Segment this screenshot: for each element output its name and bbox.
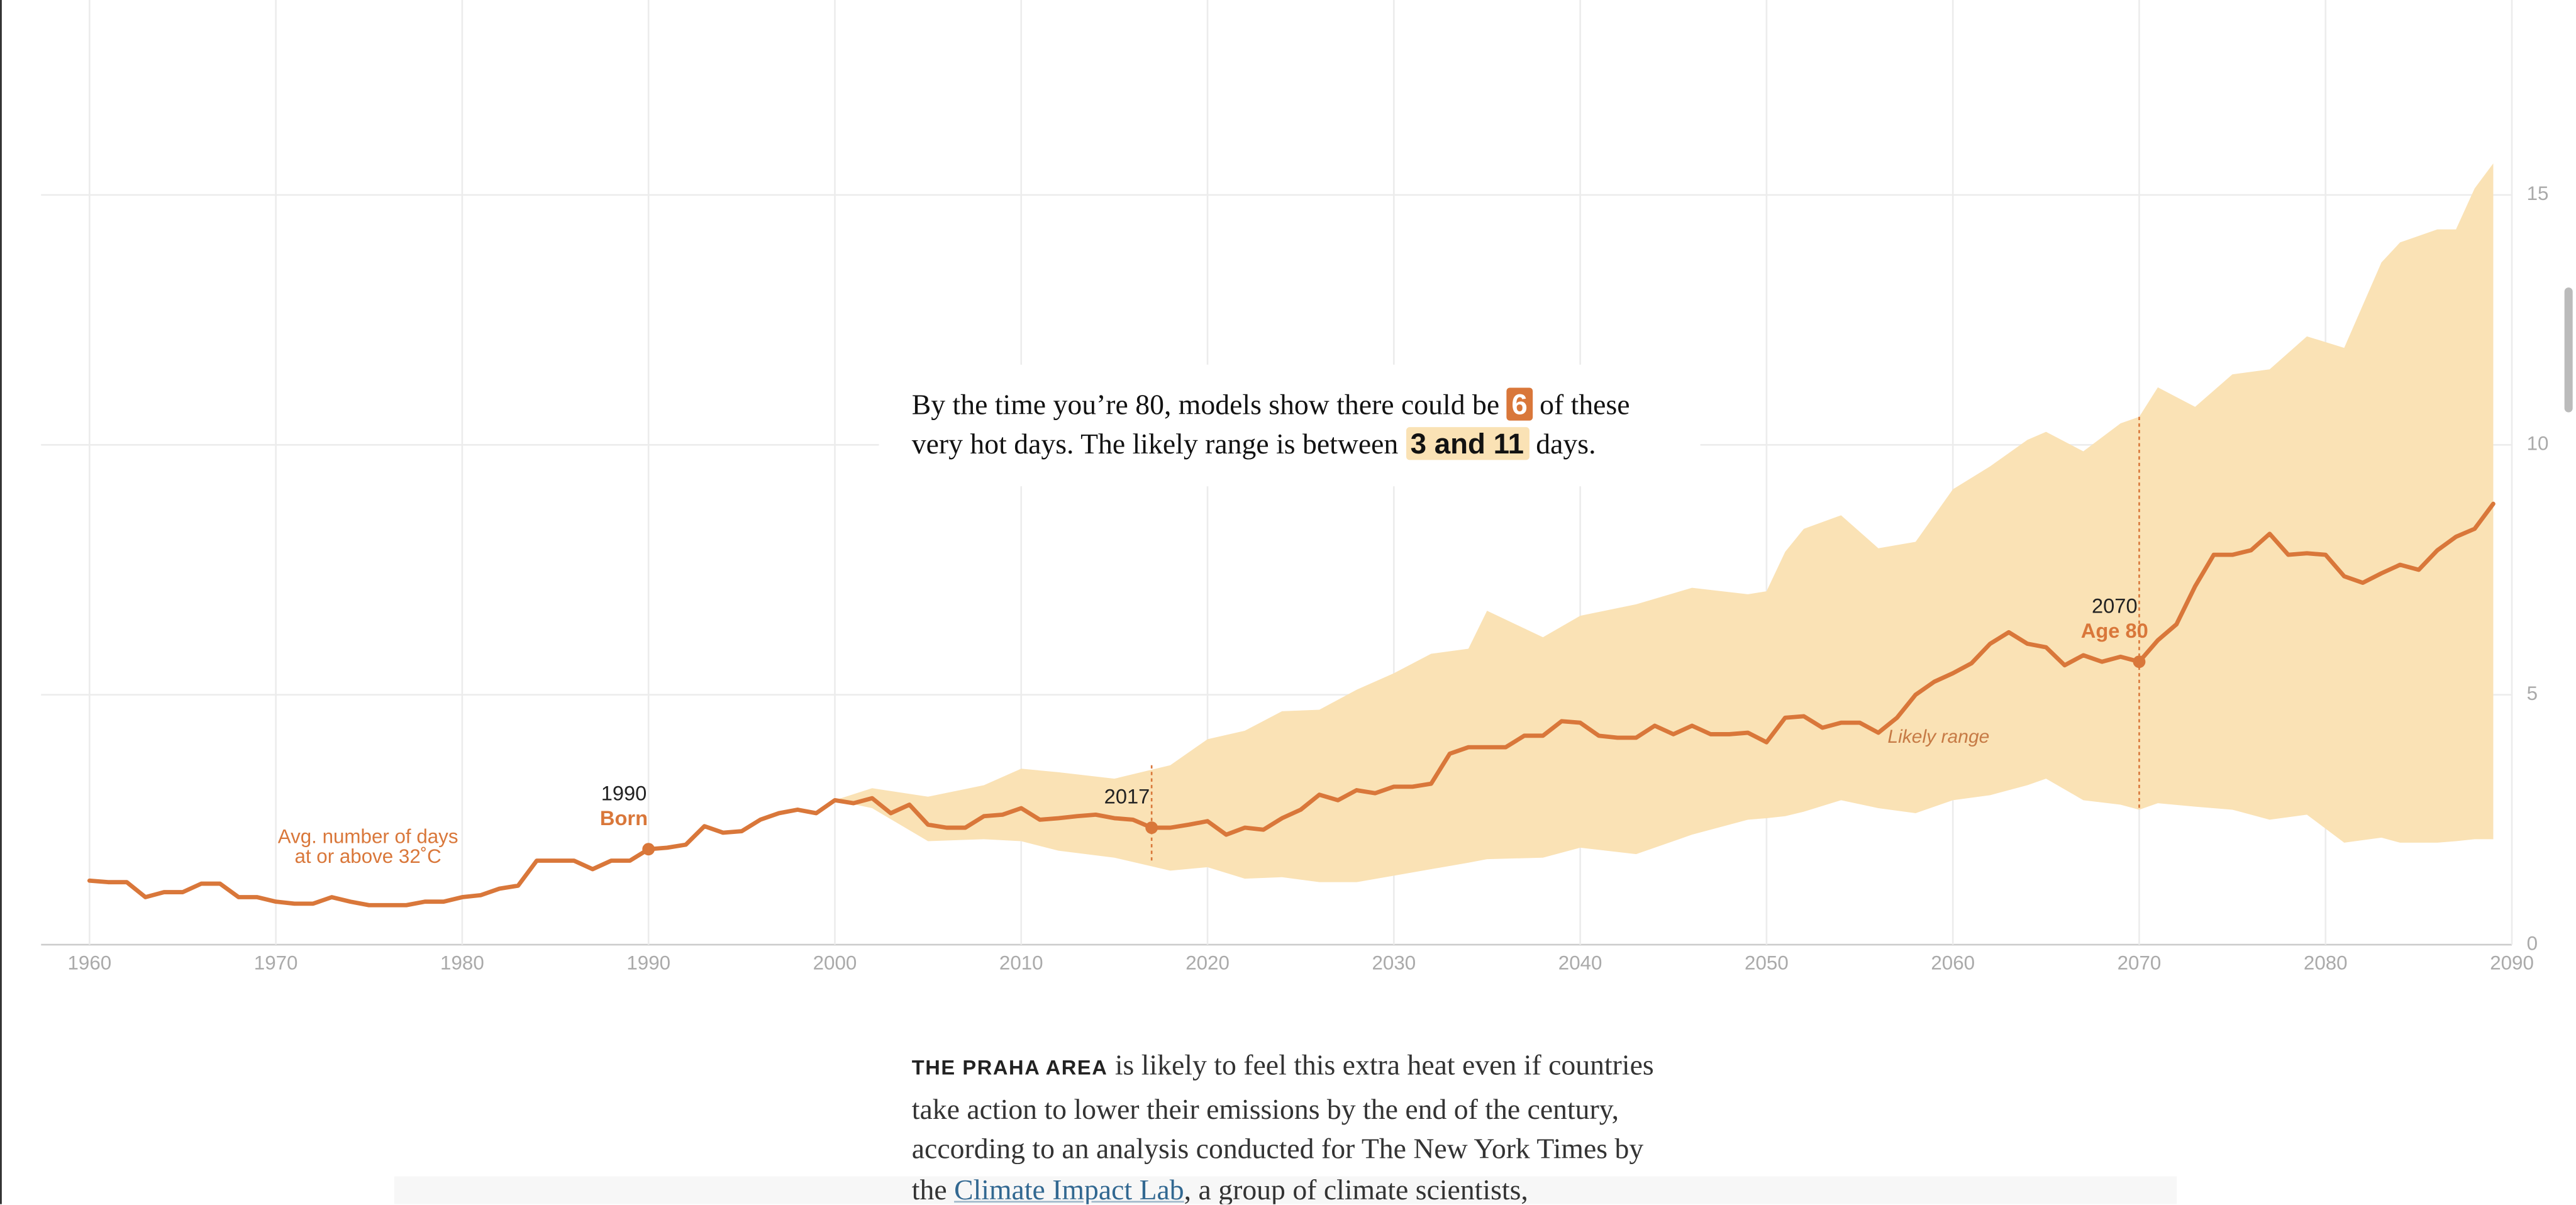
kicker: THE PRAHA AREA [911, 1056, 1108, 1080]
annotation-point [1145, 821, 1158, 834]
x-tick-label: 2060 [1931, 952, 1975, 974]
callout-text: By the time you’re 80, models show there… [911, 387, 1507, 421]
callout-text: of these very hot days. The likely range… [911, 387, 1630, 460]
link[interactable]: Climate Impact Lab [954, 1172, 1184, 1204]
annotation-point [2133, 655, 2146, 669]
fade [394, 1176, 2177, 1204]
x-tick-label: 2070 [2118, 952, 2162, 974]
annotation-year: 1990 [601, 782, 647, 805]
y-tick-label: 0 [2527, 932, 2538, 954]
line [87, 501, 2496, 908]
callout-value: 6 [1506, 387, 1533, 421]
x-tick-label: 2040 [1558, 952, 1602, 974]
line-label: at or above 32˚C [294, 845, 441, 867]
annotation-year: 2017 [1104, 785, 1150, 808]
line-label: Avg. number of days [278, 826, 458, 848]
article-text: , a group of climate scientists, [1184, 1172, 1528, 1204]
x-tick-label: 1970 [254, 952, 298, 974]
y-tick-label: 15 [2527, 182, 2549, 204]
y-tick-label: 10 [2527, 433, 2549, 455]
x-tick-label: 2010 [999, 952, 1043, 974]
article: THE PRAHA AREA is likely to feel this ex… [912, 1045, 1660, 1204]
scrollbar[interactable] [2564, 287, 2573, 413]
article-text: is likely to feel this extra heat even i… [911, 1048, 1654, 1204]
x-tick-label: 2000 [813, 952, 857, 974]
x-tick-label: 1980 [440, 952, 484, 974]
likely-range [835, 163, 2494, 882]
x-tick-label: 1990 [626, 952, 670, 974]
band-label: Likely range [1887, 726, 1989, 747]
x-tick-label: 2080 [2304, 952, 2348, 974]
callout-range: 3 and 11 [1405, 427, 1529, 460]
y-tick-label: 5 [2527, 682, 2538, 704]
x-tick-label: 2050 [1745, 952, 1789, 974]
x-tick-label: 1960 [67, 952, 111, 974]
x-tick-label: 2020 [1185, 952, 1230, 974]
x-tick-label: 2090 [2490, 952, 2534, 974]
callout: By the time you’re 80, models show there… [879, 364, 1701, 487]
annotation-label: Born [600, 806, 648, 830]
annotation-year: 2070 [2092, 594, 2138, 618]
callout-text: days. [1528, 427, 1596, 460]
annotation-label: Age 80 [2081, 619, 2148, 642]
x-tick-label: 2030 [1372, 952, 1416, 974]
annotation-point [642, 843, 655, 856]
